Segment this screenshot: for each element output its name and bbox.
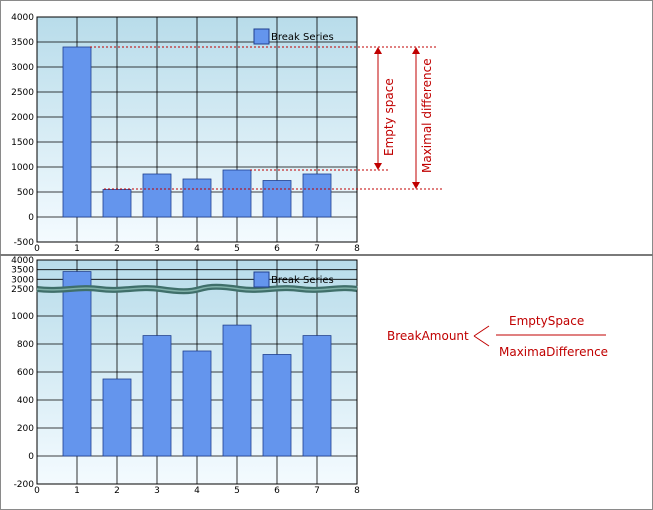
x-tick-label: 7 bbox=[314, 244, 320, 254]
y-tick-label: 4000 bbox=[11, 13, 34, 23]
x-tick-label: 5 bbox=[234, 486, 240, 496]
y-tick-label: 4000 bbox=[11, 256, 34, 266]
x-tick-label: 4 bbox=[194, 486, 200, 496]
x-tick-label: 5 bbox=[234, 244, 240, 254]
y-tick-label: -200 bbox=[14, 480, 35, 490]
empty-space-label: Empty space bbox=[382, 78, 396, 156]
bar bbox=[222, 169, 252, 218]
annotations-top: Empty space Maximal difference bbox=[90, 46, 443, 190]
y-tick-label: 1500 bbox=[11, 138, 34, 148]
formula-denominator: MaximaDifference bbox=[499, 345, 608, 359]
y-tick-label: 2500 bbox=[11, 88, 34, 98]
bar bbox=[142, 335, 172, 457]
bar bbox=[222, 324, 252, 457]
x-tick-label: 8 bbox=[354, 244, 360, 254]
y-tick-label: 3500 bbox=[11, 266, 34, 276]
bar bbox=[302, 335, 332, 457]
scale-break-highlight bbox=[36, 286, 358, 292]
y-tick-label: 1000 bbox=[11, 163, 34, 173]
x-tick-label: 6 bbox=[274, 486, 280, 496]
y-tick-label: 500 bbox=[17, 188, 34, 198]
x-tick-labels-top: 0 1 2 3 4 5 6 7 8 bbox=[34, 244, 360, 254]
legend-bottom: Break Series bbox=[253, 271, 334, 288]
y-tick-label: 600 bbox=[17, 368, 34, 378]
bar bbox=[62, 271, 92, 457]
maximal-difference-label: Maximal difference bbox=[420, 58, 434, 173]
x-tick-labels-bottom: 0 1 2 3 4 5 6 7 8 bbox=[34, 486, 360, 496]
bar bbox=[182, 178, 212, 218]
y-tick-label: 2000 bbox=[11, 113, 34, 123]
y-tick-label: 200 bbox=[17, 424, 34, 434]
y-tick-label: 0 bbox=[28, 452, 34, 462]
less-than-sign-upper bbox=[473, 325, 490, 337]
y-tick-label: -500 bbox=[14, 238, 35, 248]
max-diff-arrow-head-bottom bbox=[412, 182, 420, 189]
x-tick-label: 4 bbox=[194, 244, 200, 254]
y-tick-label: 400 bbox=[17, 396, 34, 406]
less-than-sign-lower bbox=[473, 335, 490, 347]
x-tick-label: 0 bbox=[34, 486, 40, 496]
bar bbox=[62, 46, 92, 218]
y-tick-label: 800 bbox=[17, 340, 34, 350]
y-tick-label: 3000 bbox=[11, 63, 34, 73]
bar bbox=[262, 354, 292, 457]
bars-top bbox=[62, 46, 332, 218]
x-tick-label: 2 bbox=[114, 244, 120, 254]
y-tick-label: 2500 bbox=[11, 285, 34, 295]
y-tick-label: 1000 bbox=[11, 312, 34, 322]
x-tick-label: 1 bbox=[74, 486, 80, 496]
empty-space-arrow-head-bottom bbox=[374, 163, 382, 170]
y-tick-label: 3500 bbox=[11, 38, 34, 48]
legend-top: Break Series bbox=[253, 28, 334, 45]
bars-bottom bbox=[62, 271, 332, 457]
formula-left: BreakAmount bbox=[387, 329, 469, 343]
x-tick-label: 6 bbox=[274, 244, 280, 254]
x-tick-label: 7 bbox=[314, 486, 320, 496]
bar bbox=[182, 350, 212, 457]
legend-swatch-top bbox=[253, 28, 270, 45]
bar bbox=[102, 189, 132, 218]
legend-swatch-bottom bbox=[253, 271, 270, 288]
formula-numerator: EmptySpace bbox=[509, 314, 584, 328]
y-tick-labels-top: -500 0 500 1000 1500 2000 2500 3000 3500 4000 bbox=[11, 13, 34, 248]
x-tick-label: 1 bbox=[74, 244, 80, 254]
bar bbox=[142, 173, 172, 218]
bar bbox=[302, 173, 332, 218]
max-diff-arrow-head-top bbox=[412, 47, 420, 54]
bar bbox=[102, 378, 132, 457]
formula: BreakAmount EmptySpace MaximaDifference bbox=[387, 314, 608, 359]
x-tick-label: 8 bbox=[354, 486, 360, 496]
legend-label-bottom: Break Series bbox=[271, 275, 334, 286]
x-tick-label: 2 bbox=[114, 486, 120, 496]
y-tick-label: 0 bbox=[28, 213, 34, 223]
bar bbox=[262, 180, 292, 218]
x-tick-label: 0 bbox=[34, 244, 40, 254]
x-tick-label: 3 bbox=[154, 244, 160, 254]
empty-space-arrow-head-top bbox=[374, 47, 382, 54]
y-tick-label: 3000 bbox=[11, 275, 34, 285]
panel-divider bbox=[0, 254, 653, 256]
legend-label-top: Break Series bbox=[271, 32, 334, 43]
x-tick-label: 3 bbox=[154, 486, 160, 496]
